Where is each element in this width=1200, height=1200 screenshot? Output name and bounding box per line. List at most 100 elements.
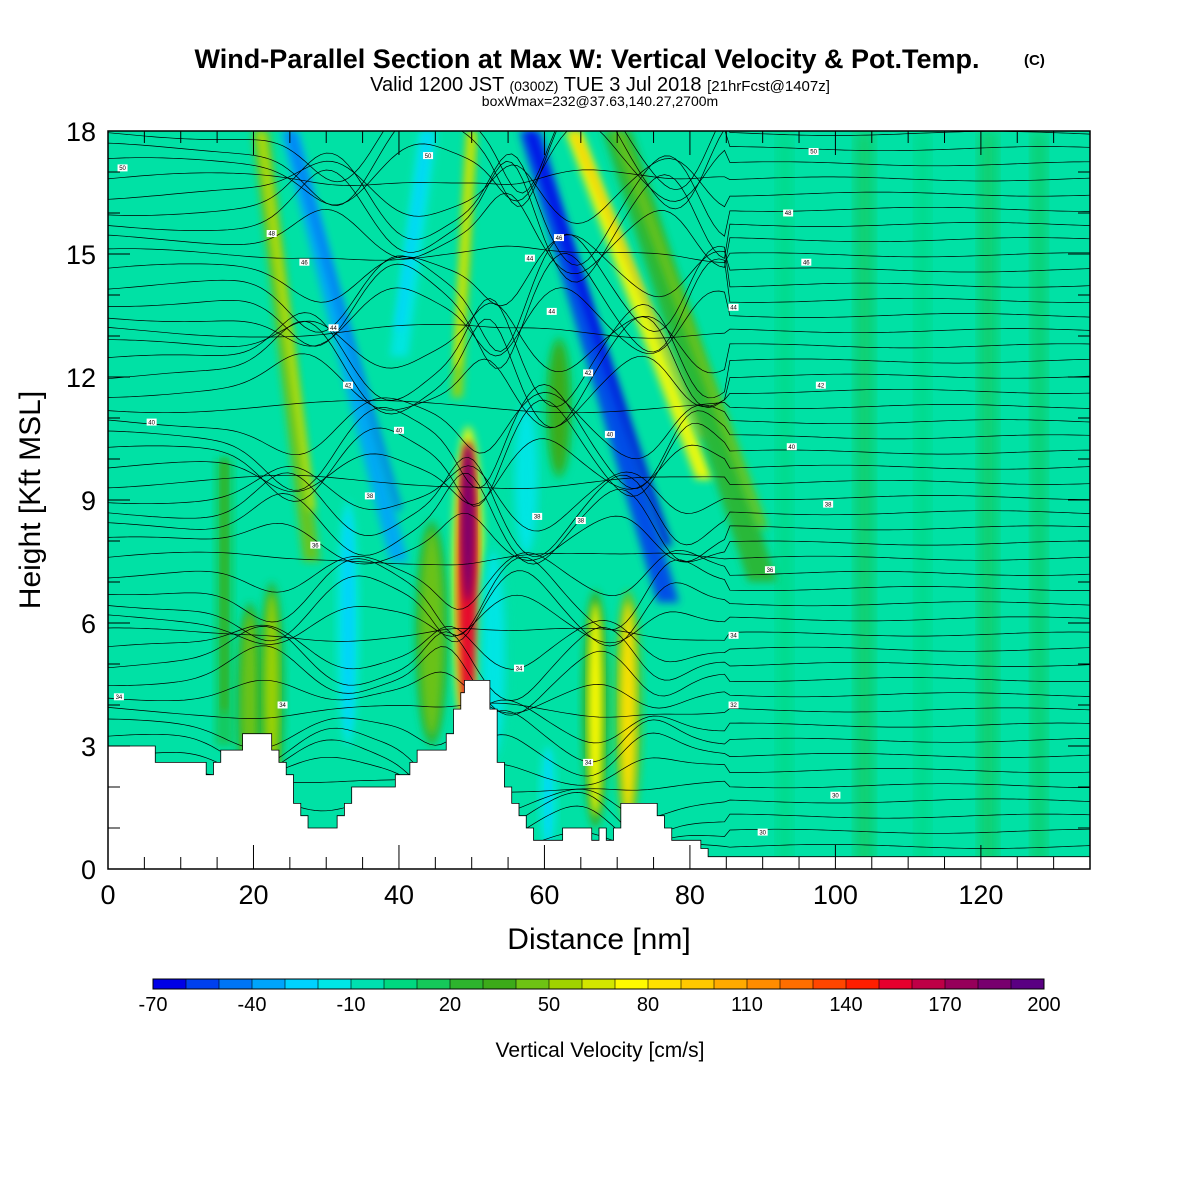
- x-tick-label: 20: [238, 880, 268, 910]
- theta-label: 46: [801, 258, 812, 266]
- x-tick-label: 60: [529, 880, 559, 910]
- theta-label-bg: [343, 381, 354, 389]
- theta-contour-line: [108, 392, 1090, 460]
- theta-label-text: 38: [367, 494, 374, 500]
- theta-label: 42: [815, 381, 826, 389]
- colorbar-swatch: [516, 979, 550, 989]
- colorbar-tick-label: 80: [637, 994, 659, 1016]
- theta-label: 46: [553, 234, 564, 242]
- colorbar-swatch: [483, 979, 517, 989]
- theta-label-bg: [764, 566, 775, 574]
- valid-utc: (0300Z): [509, 78, 558, 94]
- colorbar-tick-label: 110: [731, 994, 763, 1016]
- theta-contour-line: [108, 549, 1090, 610]
- theta-label-text: 34: [585, 761, 592, 767]
- colorbar-tick-label: -10: [337, 994, 366, 1016]
- theta-label-text: 36: [767, 568, 774, 574]
- colorbar-frame: [152, 978, 1045, 990]
- theta-label-text: 48: [268, 232, 275, 238]
- theta-contour-line: [108, 570, 1090, 647]
- theta-label: 38: [575, 517, 586, 525]
- chart-title: Wind-Parallel Section at Max W: Vertical…: [195, 44, 980, 74]
- theta-label: 32: [728, 701, 739, 709]
- theta-contour-line: [108, 702, 1090, 719]
- colorbar-swatch: [846, 979, 880, 989]
- theta-contour-line: [108, 400, 1090, 414]
- theta-label-bg: [524, 254, 535, 262]
- colorbar-tick-label: -70: [139, 994, 168, 1016]
- theta-contour-line: [108, 298, 1090, 408]
- colorbar-swatch: [879, 979, 913, 989]
- x-tick-label: 0: [100, 880, 115, 910]
- theta-label: 50: [423, 152, 434, 160]
- colorbar-swatch: [582, 979, 616, 989]
- theta-contour-line: [108, 620, 1090, 670]
- theta-contour-line: [108, 131, 1090, 210]
- velocity-plume: [620, 602, 637, 817]
- theta-label-text: 34: [516, 666, 523, 672]
- theta-contour-line: [108, 192, 1090, 274]
- theta-label-bg: [757, 828, 768, 836]
- velocity-band-core: [286, 131, 403, 510]
- x-tick-label: 120: [958, 880, 1003, 910]
- theta-label-text: 46: [301, 260, 308, 266]
- theta-contour-line: [108, 551, 1090, 566]
- theta-label: 50: [117, 164, 128, 172]
- theta-label-text: 34: [116, 695, 123, 701]
- theta-label: 40: [786, 443, 797, 451]
- theta-contour-line: [108, 456, 1090, 558]
- valid-prefix: Valid 1200 JST: [370, 74, 504, 96]
- theta-label: 36: [310, 541, 321, 549]
- theta-label: 44: [546, 307, 557, 316]
- x-tick-label: 100: [813, 880, 858, 910]
- theta-contour-line: [108, 152, 1090, 266]
- theta-contour-line: [108, 512, 1090, 565]
- theta-contour-line: [108, 253, 1090, 369]
- theta-contour-line: [108, 399, 1090, 507]
- velocity-band: [602, 131, 778, 582]
- colorbar-swatch: [318, 979, 352, 989]
- theta-label: 34: [583, 758, 594, 767]
- theta-label: 40: [604, 430, 615, 439]
- theta-label: 36: [764, 566, 775, 574]
- theta-label: 38: [364, 492, 375, 500]
- theta-label: 38: [532, 512, 543, 521]
- terrain: [108, 680, 1090, 869]
- colorbar-swatch: [747, 979, 781, 989]
- theta-label-text: 44: [527, 256, 534, 262]
- theta-contour-line: [108, 627, 1090, 642]
- theta-label-text: 44: [548, 310, 555, 316]
- theta-contour-line: [108, 474, 1090, 489]
- velocity-stripe: [979, 131, 998, 869]
- theta-label-bg: [583, 758, 594, 766]
- plot-area: 50 50 50 48 48 46 46 46 44 44 44 44 42 42 42 40 40 40 40 38…: [108, 131, 1090, 869]
- velocity-band-core: [395, 131, 432, 330]
- colorbar-tick-label: 200: [1027, 994, 1060, 1016]
- colorbar-swatch: [912, 979, 946, 989]
- theta-label-text: 40: [396, 429, 403, 435]
- colorbar-swatch: [813, 979, 847, 989]
- theta-label-text: 40: [607, 433, 614, 439]
- x-tick-label: 80: [675, 880, 705, 910]
- theta-label-text: 50: [810, 150, 817, 156]
- theta-label-text: 50: [425, 154, 432, 160]
- theta-contour-line: [108, 473, 1090, 565]
- theta-contour-line: [108, 234, 1090, 307]
- velocity-stripe: [1031, 131, 1047, 869]
- colorbar-tick-label: 50: [538, 994, 560, 1016]
- theta-contour-line: [108, 465, 1090, 532]
- theta-label-bg: [113, 693, 124, 701]
- theta-contour-line: [108, 287, 1090, 357]
- colorbar-swatch: [681, 979, 715, 989]
- theta-label-bg: [277, 701, 288, 709]
- velocity-plume: [515, 405, 538, 554]
- velocity-plume-core: [461, 442, 475, 603]
- velocity-band-core: [220, 459, 229, 712]
- theta-label: 34: [513, 664, 524, 672]
- theta-label: 30: [830, 791, 841, 799]
- colorbar-swatch: [285, 979, 319, 989]
- colorbar-swatch: [219, 979, 253, 989]
- theta-label-bg: [364, 492, 375, 500]
- theta-contour-line: [108, 671, 1090, 714]
